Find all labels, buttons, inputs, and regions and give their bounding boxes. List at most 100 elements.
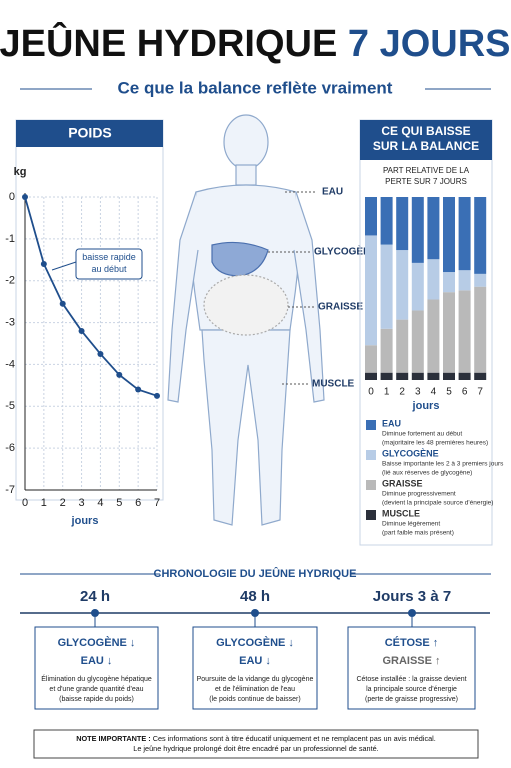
legend-description: Diminue fortement au début xyxy=(382,431,462,438)
legend-label: MUSCLE xyxy=(382,508,420,518)
legend-swatch xyxy=(366,420,376,430)
timeline-heading: GLYCOGÈNE ↓ xyxy=(216,636,294,649)
bar-segment xyxy=(396,197,409,251)
bar-segment xyxy=(443,197,455,273)
bar-segment xyxy=(427,197,440,260)
x-tick-label: 1 xyxy=(41,497,47,509)
annotation-line: au début xyxy=(91,264,127,274)
timeline-text: et d'une grande quantité d'eau xyxy=(49,686,143,693)
bar-segment xyxy=(380,197,393,245)
bar-segment xyxy=(443,272,455,293)
point xyxy=(40,260,47,267)
timeline-heading: GRAISSE ↑ xyxy=(382,655,440,667)
annotation: baisse rapide au début xyxy=(82,252,136,274)
bar-segment xyxy=(411,372,424,380)
timeline-time: 48 h xyxy=(240,588,270,605)
bar-segment xyxy=(474,286,487,373)
bar-segment xyxy=(411,197,424,263)
timeline-heading: EAU ↓ xyxy=(81,655,113,667)
line xyxy=(24,196,158,397)
bar-segment xyxy=(443,292,455,373)
timeline-text: (perte de graisse progressive) xyxy=(365,696,458,703)
legend-description: (devient la principale source d'énergie) xyxy=(382,500,493,507)
x-tick-label: 2 xyxy=(399,387,405,398)
note-text: Le jeûne hydrique prolongé doit être enc… xyxy=(133,744,378,753)
point xyxy=(59,300,66,307)
chart-title: CE QUI BAISSE SUR LA BALANCE xyxy=(373,124,479,153)
bar-segment xyxy=(380,372,393,380)
panel-header xyxy=(360,120,492,160)
legend-label: EAU xyxy=(382,418,401,428)
subtitle: Ce que la balance reflète vraiment xyxy=(118,78,393,97)
y-tick-label: -4 xyxy=(5,358,15,370)
timeline-heading: EAU ↓ xyxy=(239,655,271,667)
title-line: CE QUI BAISSE xyxy=(381,124,470,138)
bar-segment xyxy=(380,244,393,329)
x-tick-label: 0 xyxy=(22,497,28,509)
x-tick-label: 5 xyxy=(116,497,122,509)
subtitle-line: PERTE SUR 7 JOURS xyxy=(385,177,467,186)
y-tick-label: -1 xyxy=(5,233,15,245)
body-label: GLYCOGÈNE xyxy=(314,245,377,258)
legend-description: Diminue légèrement xyxy=(382,521,440,528)
y-tick-label: -3 xyxy=(5,316,15,328)
y-tick-label: -5 xyxy=(5,400,15,412)
y-tick-label: -2 xyxy=(5,275,15,287)
timeline-time: Jours 3 à 7 xyxy=(373,588,451,605)
y-tick-label: -6 xyxy=(5,442,15,454)
x-tick-label: 2 xyxy=(60,497,66,509)
point xyxy=(154,392,160,399)
timeline-title: CHRONOLOGIE DU JEÛNE HYDRIQUE xyxy=(154,567,357,580)
timeline-box xyxy=(192,626,318,710)
bar-segment xyxy=(411,262,424,311)
x-tick-label: 3 xyxy=(415,387,421,398)
timeline-heading: GLYCOGÈNE ↓ xyxy=(58,636,136,649)
legend-swatch xyxy=(366,480,376,490)
x-tick-label: 6 xyxy=(462,387,468,398)
x-tick-label: 4 xyxy=(431,387,437,398)
body-figure xyxy=(167,114,325,526)
x-tick-label: 5 xyxy=(446,387,452,398)
bar-segment xyxy=(474,197,487,274)
timeline-text: la principale source d'énergie xyxy=(366,686,457,693)
y-axis-label: kg xyxy=(14,166,27,178)
title-main: JEÛNE HYDRIQUE xyxy=(0,20,337,65)
bar-segment xyxy=(396,372,409,380)
timeline-text: Élimination du glycogène hépatique xyxy=(41,674,152,683)
x-tick-label: 7 xyxy=(154,497,160,509)
subtitle-line: PART RELATIVE DE LA xyxy=(383,166,470,175)
annotation-box xyxy=(75,248,143,280)
timeline-box xyxy=(347,626,476,710)
legend-description: Baisse importante les 2 à 3 premiers jou… xyxy=(382,461,504,468)
bar-segment xyxy=(427,372,440,380)
bar-segment xyxy=(365,235,377,346)
x-tick-label: 3 xyxy=(79,497,85,509)
bar-segment xyxy=(458,372,471,380)
point xyxy=(97,350,104,357)
note-box xyxy=(33,729,479,759)
bar-segment xyxy=(443,372,455,380)
bar-segment xyxy=(458,197,471,271)
y-tick-label: -7 xyxy=(5,484,15,496)
x-tick-label: 6 xyxy=(135,497,141,509)
panel-header xyxy=(16,120,163,147)
title: JEÛNE HYDRIQUE 7 JOURS xyxy=(0,20,511,65)
timeline-dot xyxy=(91,609,99,617)
body-label: GRAISSE xyxy=(318,302,363,313)
x-axis-label: jours xyxy=(71,515,99,527)
body-label: EAU xyxy=(322,187,343,198)
title-accent: 7 JOURS xyxy=(348,23,511,65)
timeline-text: Poursuite de la vidange du glycogène xyxy=(197,676,314,683)
bar-segment xyxy=(380,328,393,373)
point xyxy=(78,327,85,334)
legend-label: GLYCOGÈNE xyxy=(382,448,439,458)
timeline-text: Cétose installée : la graisse devient xyxy=(356,676,466,683)
bar-segment xyxy=(427,259,440,300)
timeline-time: 24 h xyxy=(80,588,110,605)
point xyxy=(116,371,123,378)
bar-segment xyxy=(396,319,409,373)
point xyxy=(135,386,142,393)
x-tick-label: 0 xyxy=(368,387,374,398)
x-tick-label: 1 xyxy=(384,387,390,398)
